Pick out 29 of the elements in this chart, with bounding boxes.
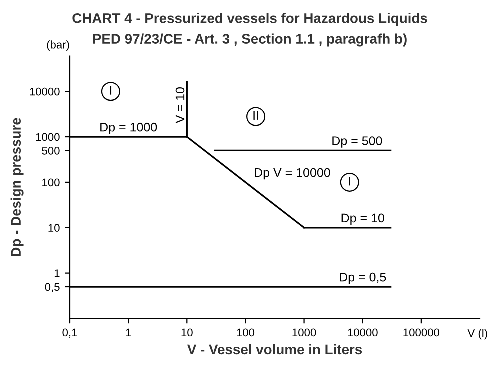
annotation: V = 10	[176, 88, 185, 124]
chart-title: CHART 4 - Pressurized vessels for Hazardous Liquids	[72, 13, 428, 26]
y-tick-label: 0,5	[45, 283, 60, 292]
annotation: Dp = 10	[342, 214, 384, 226]
annotation: I	[349, 177, 350, 186]
x-tick-label: 0,1	[62, 328, 78, 338]
y-tick-label: 100	[42, 178, 60, 187]
y-tick-label: 10	[48, 224, 60, 232]
x-tick-label: 10	[182, 328, 193, 337]
x-tick-label: 1000	[292, 328, 316, 337]
annotation: Dp V = 10000	[255, 168, 330, 180]
annotation: I	[110, 86, 112, 95]
chart-subtitle: PED 97/23/CE - Art. 3 , Section 1.1 , paragrafh b)	[93, 34, 407, 47]
annotation: Dp = 0,5	[340, 272, 386, 284]
text: V (l)	[468, 329, 488, 340]
y-tick-label: 1	[54, 270, 60, 278]
annotation: Dp = 1000	[100, 122, 158, 134]
y-tick-label: 1000	[36, 133, 60, 142]
x-tick-label: 100	[237, 328, 255, 337]
text: (bar)	[47, 40, 70, 51]
annotation: Dp = 500	[332, 136, 382, 148]
x-tick-label: 1	[126, 328, 132, 337]
x-axis-title: V - Vessel volume in Liters	[187, 344, 362, 355]
y-tick-label: 500	[42, 146, 60, 155]
x-tick-label: 100000	[404, 328, 440, 337]
x-tick-label: 10000	[348, 328, 378, 337]
annotation: II	[254, 111, 258, 120]
y-tick-label: 10000	[30, 88, 60, 96]
y-axis-title: Dp - Design pressure	[10, 118, 24, 256]
